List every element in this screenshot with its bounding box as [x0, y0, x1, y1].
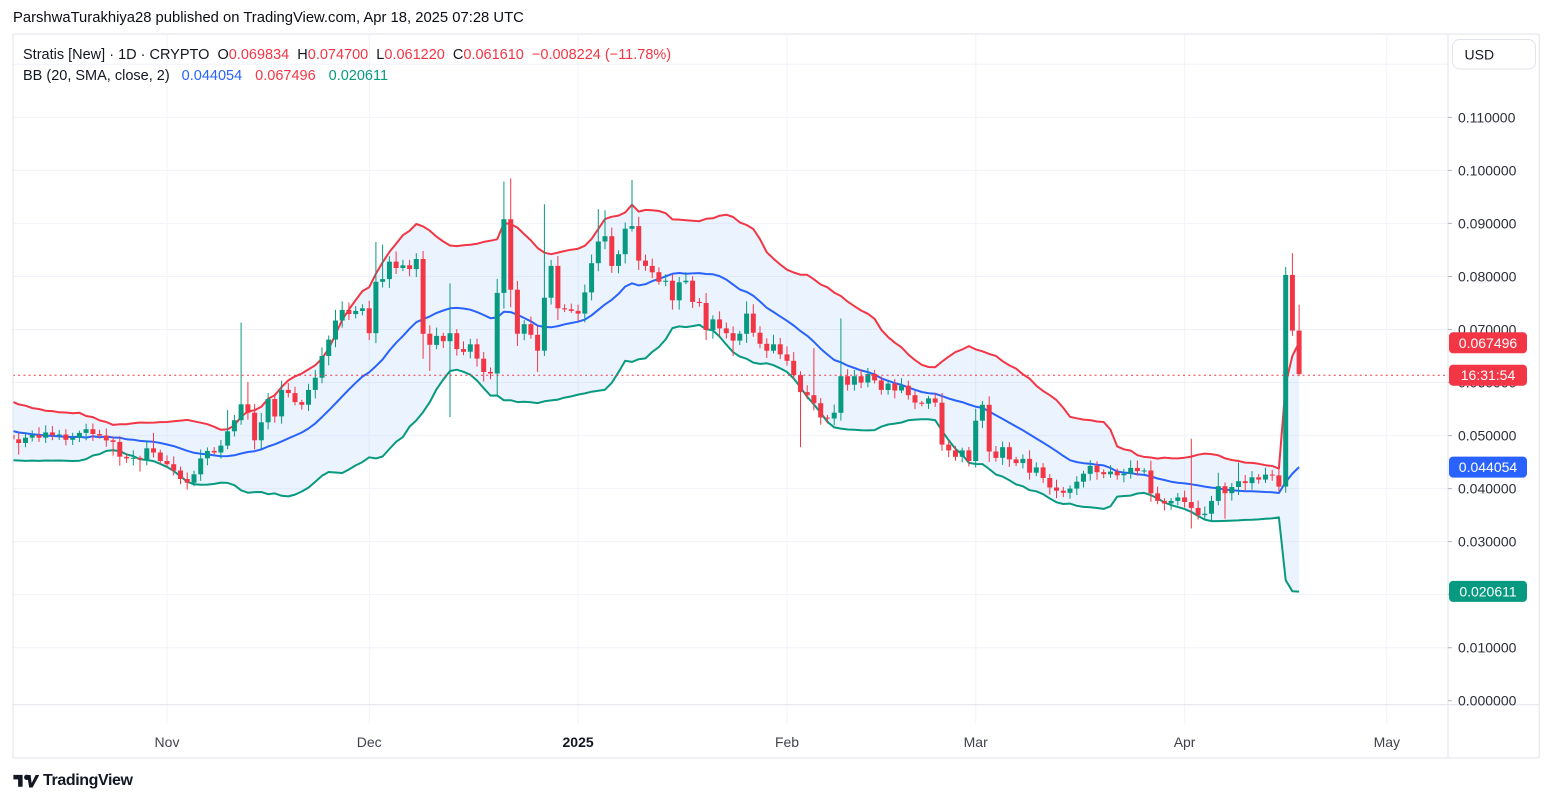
svg-text:Apr: Apr [1174, 734, 1196, 750]
svg-text:0.010000: 0.010000 [1458, 640, 1517, 656]
svg-text:Dec: Dec [357, 734, 382, 750]
svg-text:Mar: Mar [964, 734, 988, 750]
svg-text:0.090000: 0.090000 [1458, 215, 1517, 231]
svg-text:0.040000: 0.040000 [1458, 481, 1517, 497]
svg-text:May: May [1374, 734, 1400, 750]
svg-text:0.100000: 0.100000 [1458, 162, 1517, 178]
svg-text:V: V [26, 773, 39, 788]
svg-text:0.050000: 0.050000 [1458, 428, 1517, 444]
svg-text:Nov: Nov [155, 734, 180, 750]
svg-text:0.067496: 0.067496 [1459, 335, 1518, 351]
svg-text:16:31:54: 16:31:54 [1461, 367, 1516, 383]
svg-text:USD: USD [1465, 47, 1495, 63]
svg-text:2025: 2025 [563, 734, 594, 750]
svg-text:0.020611: 0.020611 [1459, 583, 1517, 599]
svg-text:0.080000: 0.080000 [1458, 269, 1517, 285]
svg-text:0.030000: 0.030000 [1458, 534, 1517, 550]
svg-text:0.044054: 0.044054 [1459, 459, 1518, 475]
svg-text:Feb: Feb [775, 734, 799, 750]
svg-text:0.000000: 0.000000 [1458, 693, 1517, 709]
svg-text:0.110000: 0.110000 [1458, 109, 1516, 125]
